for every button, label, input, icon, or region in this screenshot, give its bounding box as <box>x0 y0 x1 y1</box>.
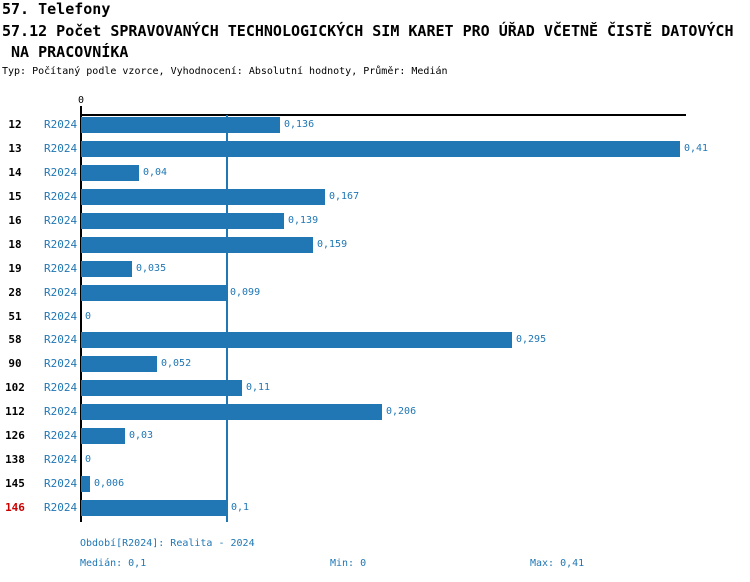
row-series-label: R2024 <box>44 237 78 251</box>
bar-value-label: 0,41 <box>684 142 709 154</box>
bar-row: 90 R2024 0,052 <box>0 352 750 376</box>
bar-value-label: 0,159 <box>317 238 348 250</box>
row-series-label: R2024 <box>44 429 78 443</box>
row-series-label: R2024 <box>44 189 78 203</box>
bar-row: 58 R2024 0,295 <box>0 328 750 352</box>
bar-value-label: 0,099 <box>230 286 261 298</box>
row-series-label: R2024 <box>44 285 78 299</box>
bar-value-label: 0,006 <box>94 478 125 490</box>
footer-min: Min: 0 <box>330 558 367 569</box>
bar <box>81 380 242 397</box>
bar-row: 14 R2024 0,04 <box>0 161 750 185</box>
row-series-label: R2024 <box>44 357 78 371</box>
median-reference-line <box>226 115 228 522</box>
chart-subtitle: Typ: Počítaný podle vzorce, Vyhodnocení:… <box>2 66 448 77</box>
bar-value-label: 0 <box>85 310 92 322</box>
bar-row: 12 R2024 0,136 <box>0 113 750 137</box>
x-axis-zero-tick-label: 0 <box>77 95 85 106</box>
bar <box>81 164 139 181</box>
row-category-label: 15 <box>8 189 22 203</box>
footer-median: Medián: 0,1 <box>80 558 147 569</box>
bar-value-label: 0 <box>85 454 92 466</box>
row-category-label: 13 <box>8 141 22 155</box>
bar-row: 102 R2024 0,11 <box>0 376 750 400</box>
row-category-label: 90 <box>8 357 22 371</box>
bar <box>81 236 313 253</box>
bar <box>81 188 325 205</box>
row-series-label: R2024 <box>44 477 78 491</box>
chart-title-line3: NA PRACOVNÍKA <box>2 43 129 61</box>
row-series-label: R2024 <box>44 333 78 347</box>
row-category-label: 14 <box>8 165 22 179</box>
bar-row: 19 R2024 0,035 <box>0 257 750 281</box>
bar <box>81 404 382 421</box>
row-category-label: 146 <box>5 501 25 514</box>
bar-row: 15 R2024 0,167 <box>0 185 750 209</box>
chart-title-line2: 57.12 Počet SPRAVOVANÝCH TECHNOLOGICKÝCH… <box>2 22 734 40</box>
row-category-label: 112 <box>5 405 25 419</box>
row-category-label: 58 <box>8 333 22 347</box>
bar <box>81 140 680 157</box>
y-axis-line <box>80 106 82 522</box>
bar <box>81 117 280 133</box>
row-series-label: R2024 <box>44 261 78 275</box>
bar <box>81 212 284 229</box>
bar-value-label: 0,206 <box>386 406 417 418</box>
bar-value-label: 0,295 <box>516 334 547 346</box>
bar-value-label: 0,11 <box>246 382 271 394</box>
footer-period: Období[R2024]: Realita - 2024 <box>80 538 255 549</box>
bar-value-label: 0,139 <box>288 214 319 226</box>
row-series-label: R2024 <box>44 501 78 514</box>
bar <box>81 284 226 301</box>
row-series-label: R2024 <box>44 381 78 395</box>
bar-row: 16 R2024 0,139 <box>0 209 750 233</box>
bar-row: 145 R2024 0,006 <box>0 472 750 496</box>
bar-row: 13 R2024 0,41 <box>0 137 750 161</box>
bar-row: 28 R2024 0,099 <box>0 281 750 305</box>
bar-value-label: 0,136 <box>284 119 315 130</box>
row-series-label: R2024 <box>44 213 78 227</box>
bar-value-label: 0,167 <box>329 190 360 202</box>
row-series-label: R2024 <box>44 453 78 467</box>
bar-row: 146 R2024 0,1 <box>0 496 750 520</box>
row-category-label: 102 <box>5 381 25 395</box>
bar <box>81 332 512 349</box>
row-category-label: 12 <box>8 118 22 131</box>
bar-row: 138 R2024 0 <box>0 448 750 472</box>
row-category-label: 138 <box>5 453 25 467</box>
row-category-label: 145 <box>5 477 25 491</box>
row-series-label: R2024 <box>44 165 78 179</box>
row-category-label: 28 <box>8 285 22 299</box>
row-category-label: 16 <box>8 213 22 227</box>
x-axis-line <box>80 114 686 116</box>
bar-row: 112 R2024 0,206 <box>0 400 750 424</box>
bar <box>81 260 132 277</box>
bar <box>81 356 157 373</box>
row-series-label: R2024 <box>44 405 78 419</box>
bar-value-label: 0,052 <box>161 358 192 370</box>
bar-value-label: 0,03 <box>129 430 154 442</box>
row-series-label: R2024 <box>44 118 78 131</box>
row-category-label: 19 <box>8 261 22 275</box>
bar-row: 18 R2024 0,159 <box>0 233 750 257</box>
bar-value-label: 0,04 <box>143 166 168 178</box>
row-category-label: 126 <box>5 429 25 443</box>
row-series-label: R2024 <box>44 141 78 155</box>
row-category-label: 51 <box>8 309 22 323</box>
footer-max: Max: 0,41 <box>530 558 585 569</box>
bar-value-label: 0,1 <box>231 502 250 513</box>
chart-title-line1: 57. Telefony <box>2 0 111 18</box>
bar-row: 51 R2024 0 <box>0 305 750 329</box>
row-category-label: 18 <box>8 237 22 251</box>
bar <box>81 476 90 493</box>
bar-row: 126 R2024 0,03 <box>0 424 750 448</box>
bar <box>81 500 227 516</box>
bar-value-label: 0,035 <box>136 262 167 274</box>
bar <box>81 428 125 445</box>
row-series-label: R2024 <box>44 309 78 323</box>
